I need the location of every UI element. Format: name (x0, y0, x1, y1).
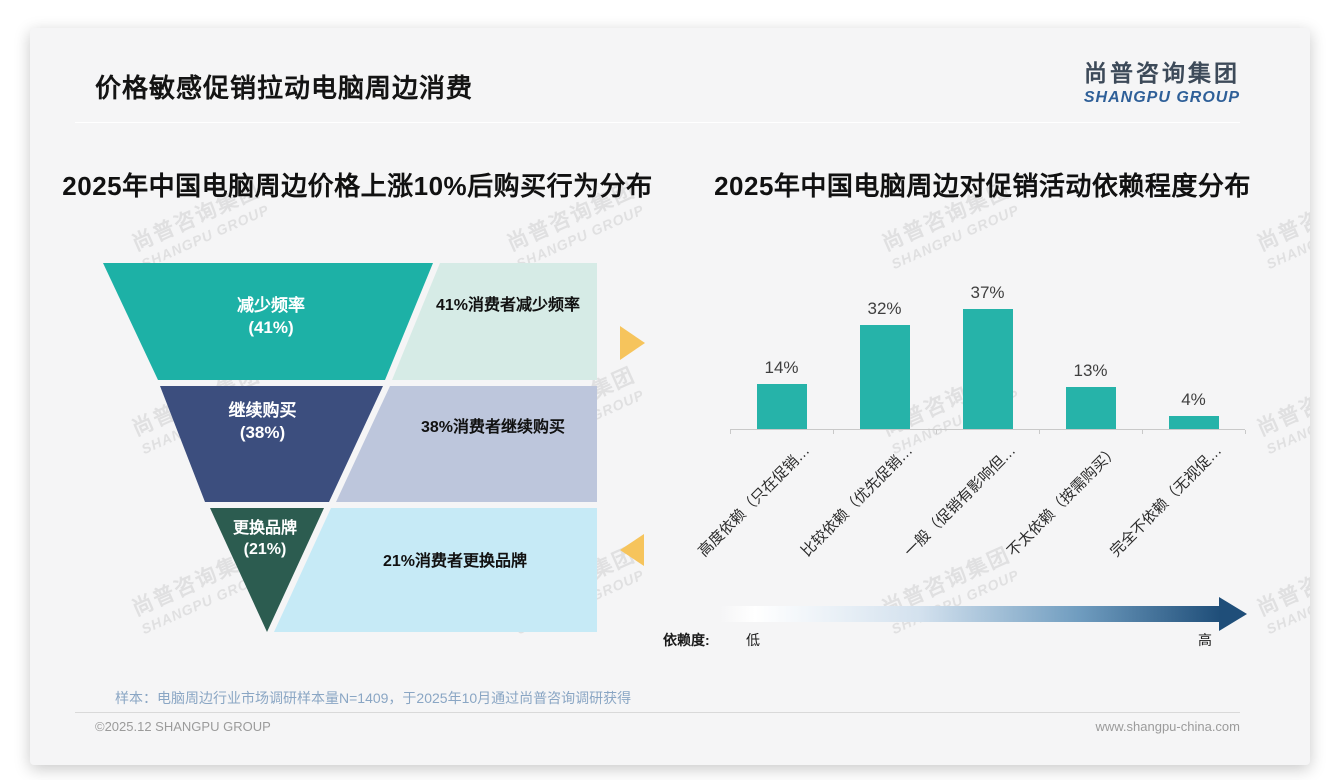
bar-3 (1065, 387, 1116, 429)
funnel-annotation-band (274, 508, 597, 632)
funnel-annotation-band (336, 386, 597, 502)
funnel-chart-title: 2025年中国电脑周边价格上涨10%后购买行为分布 (62, 171, 653, 201)
copyright-text: ©2025.12 SHANGPU GROUP (95, 719, 271, 734)
title-divider (75, 122, 1240, 123)
axis-tick (1039, 430, 1040, 434)
bar-chart-title: 2025年中国电脑周边对促销活动依赖程度分布 (714, 171, 1251, 201)
funnel-stage-shape (103, 263, 433, 380)
bar-value-label: 13% (1073, 361, 1108, 380)
dependence-gradient-bar (720, 606, 1220, 622)
dependence-axis-name: 依赖度: (663, 632, 710, 648)
bar-category-label: 一般（促销有影响但… (901, 442, 1020, 561)
arrow-left-icon (620, 534, 644, 566)
footer-divider (75, 712, 1240, 713)
bar-value-label: 32% (867, 299, 902, 318)
bar-value-label: 37% (970, 283, 1005, 302)
funnel-annotation-band (392, 263, 597, 380)
funnel-chart (103, 263, 597, 632)
logo-chinese-name: 尚普咨询集团 (1084, 60, 1240, 86)
funnel-stage-name: 继续购买 (228, 401, 297, 420)
funnel-stage-label: 更换品牌 (21%) (175, 518, 355, 560)
funnel-annotation: 38%消费者继续购买 (420, 419, 566, 436)
funnel-stage-value: (38%) (239, 423, 286, 442)
bar-category-label: 高度依赖（只在促销… (695, 442, 814, 561)
funnel-stage-label: 减少频率 (41%) (171, 295, 371, 339)
bar-chart-category-axis: 高度依赖（只在促销… 比较依赖（优先促销… 一般（促销有影响但… 不太依赖（按需购买）… (696, 432, 1275, 610)
page-title: 价格敏感促销拉动电脑周边消费 (95, 73, 474, 103)
axis-tick (936, 430, 937, 434)
website-text: www.shangpu-china.com (1095, 719, 1240, 734)
bar-1 (859, 325, 910, 429)
bar-category-label: 不太依赖（按需购买） (1004, 442, 1123, 561)
dependence-gradient-arrowhead-icon (1219, 597, 1247, 631)
bar-value-label: 4% (1181, 390, 1206, 409)
bar-category-label: 完全不依赖（无视促… (1107, 442, 1226, 561)
axis-tick (833, 430, 834, 434)
funnel-stage-value: (21%) (243, 541, 287, 558)
bar-0 (756, 384, 807, 429)
axis-tick (1245, 430, 1246, 434)
funnel-stage-name: 减少频率 (237, 296, 305, 315)
funnel-stage-value: (41%) (248, 318, 294, 337)
bar-category-label: 比较依赖（优先促销… (798, 442, 917, 561)
funnel-annotation: 41%消费者减少频率 (435, 297, 581, 314)
company-logo: 尚普咨询集团 SHANGPU GROUP (1010, 54, 1240, 107)
slide-card: 尚普咨询集团 SHANGPU GROUP 尚普咨询集团 SHANGPU GROUP 尚普… (30, 28, 1310, 765)
funnel-stage-label: 继续购买 (38%) (165, 400, 360, 444)
arrow-right-icon (620, 326, 645, 360)
axis-tick (1142, 430, 1143, 434)
sample-note: 样本：电脑周边行业市场调研样本量N=1409，于2025年10月通过尚普咨询调研… (115, 690, 632, 706)
dependence-low-label: 低 (746, 632, 760, 648)
bar-chart: 14% 32% 37% 13% 4% (730, 283, 1246, 434)
dependence-high-label: 高 (1198, 632, 1212, 648)
funnel-stage-shape (210, 508, 324, 632)
funnel-annotation: 21%消费者更换品牌 (382, 553, 528, 570)
bar-value-label: 14% (764, 358, 799, 377)
funnel-stage-name: 更换品牌 (232, 520, 297, 537)
bar-2 (962, 309, 1013, 429)
logo-english-name: SHANGPU GROUP (1083, 89, 1240, 106)
bar-4 (1168, 416, 1219, 429)
funnel-stage-shape (160, 386, 383, 502)
axis-tick (730, 430, 731, 434)
